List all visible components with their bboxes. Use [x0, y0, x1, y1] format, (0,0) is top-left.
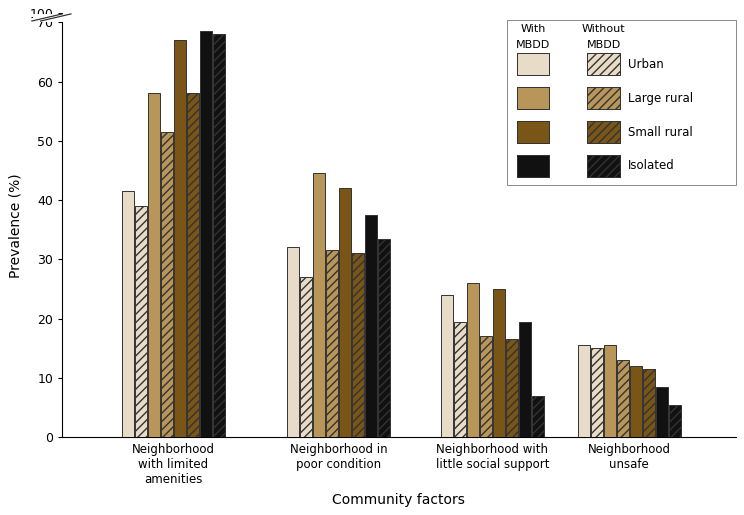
Bar: [588, 121, 620, 143]
Bar: [629, 366, 642, 437]
Bar: [532, 396, 544, 437]
Bar: [591, 348, 603, 437]
Bar: [287, 248, 299, 437]
Bar: [655, 387, 668, 437]
Bar: [147, 93, 160, 437]
Text: Without: Without: [582, 24, 626, 34]
Bar: [517, 121, 549, 143]
Bar: [588, 154, 620, 177]
Bar: [199, 31, 212, 437]
Text: Large rural: Large rural: [628, 92, 693, 105]
Bar: [643, 369, 655, 437]
Bar: [454, 321, 466, 437]
Text: Urban: Urban: [628, 58, 664, 71]
Text: Urban: Urban: [628, 58, 664, 71]
Bar: [506, 339, 518, 437]
Bar: [507, 20, 736, 185]
Bar: [588, 154, 620, 177]
Text: MBDD: MBDD: [586, 40, 620, 50]
Text: MBDD: MBDD: [586, 40, 620, 50]
Bar: [669, 405, 681, 437]
Bar: [378, 238, 391, 437]
Bar: [493, 289, 505, 437]
Bar: [326, 250, 339, 437]
Text: Isolated: Isolated: [628, 160, 675, 173]
Bar: [519, 321, 531, 437]
X-axis label: Community factors: Community factors: [333, 493, 465, 507]
Bar: [588, 87, 620, 109]
Bar: [440, 295, 453, 437]
Bar: [588, 87, 620, 109]
Bar: [603, 345, 616, 437]
Bar: [588, 53, 620, 75]
Bar: [588, 121, 620, 143]
Bar: [187, 93, 199, 437]
Bar: [588, 53, 620, 75]
Bar: [122, 191, 134, 437]
Bar: [466, 283, 479, 437]
Bar: [352, 253, 365, 437]
Bar: [517, 154, 549, 177]
Text: Without: Without: [582, 24, 626, 34]
Bar: [313, 174, 325, 437]
Bar: [517, 87, 549, 109]
Y-axis label: Prevalence (%): Prevalence (%): [8, 173, 22, 278]
Bar: [135, 206, 147, 437]
Bar: [517, 87, 549, 109]
Bar: [365, 215, 377, 437]
Bar: [339, 188, 351, 437]
Text: With: With: [520, 24, 545, 34]
Bar: [517, 121, 549, 143]
Text: Small rural: Small rural: [628, 126, 693, 139]
Bar: [517, 53, 549, 75]
Text: MBDD: MBDD: [516, 40, 550, 50]
Bar: [578, 345, 590, 437]
Text: With: With: [520, 24, 545, 34]
Bar: [173, 40, 186, 437]
Bar: [517, 53, 549, 75]
Bar: [517, 154, 549, 177]
Text: Isolated: Isolated: [628, 160, 675, 173]
Bar: [617, 360, 629, 437]
Bar: [161, 132, 173, 437]
Bar: [480, 336, 492, 437]
Bar: [300, 277, 312, 437]
Text: MBDD: MBDD: [516, 40, 550, 50]
Bar: [213, 34, 225, 437]
Text: Large rural: Large rural: [628, 92, 693, 105]
Text: Small rural: Small rural: [628, 126, 693, 139]
